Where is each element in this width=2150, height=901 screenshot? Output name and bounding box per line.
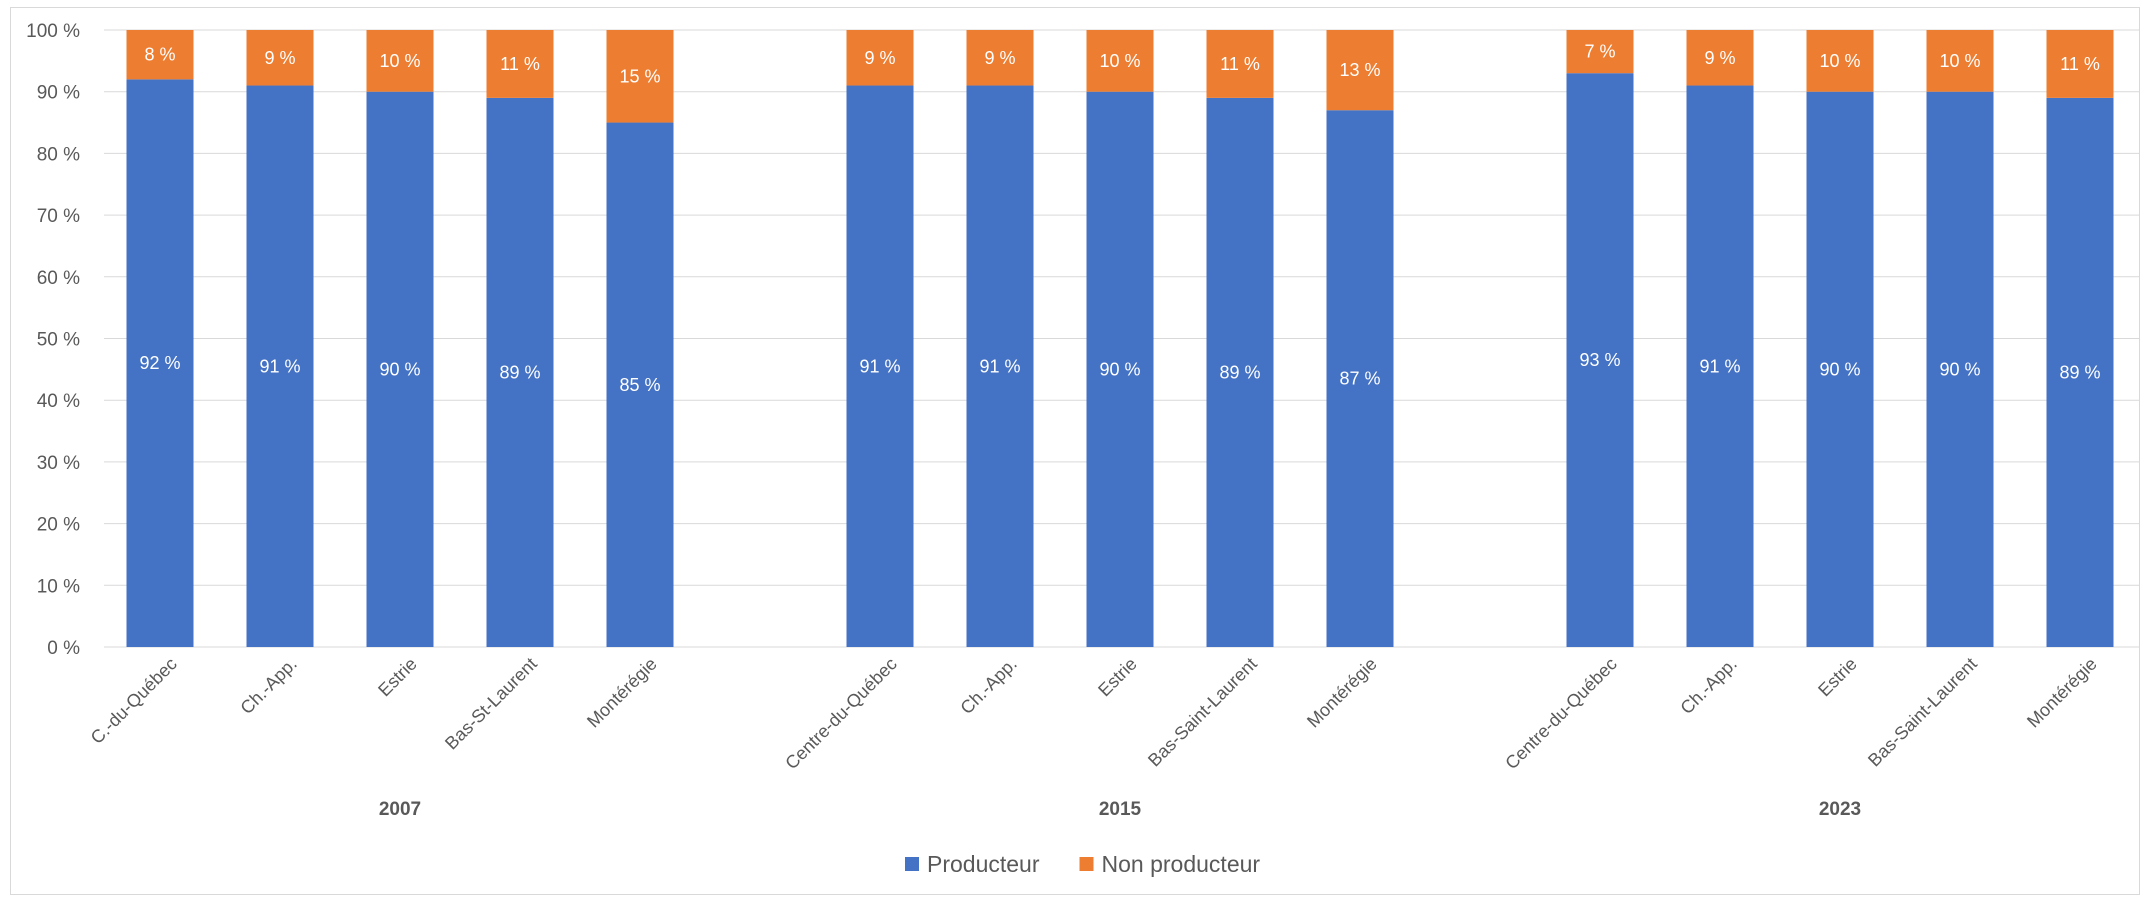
y-tick-label: 90 %	[37, 83, 80, 104]
bar-producteur	[366, 91, 434, 647]
data-label-producteur: 93 %	[1579, 350, 1620, 370]
bar-producteur	[1566, 73, 1634, 647]
x-category-label: Estrie	[1814, 654, 1861, 701]
bar-producteur	[486, 97, 554, 648]
bar-producteur	[1806, 91, 1874, 647]
y-tick-label: 10 %	[37, 576, 80, 597]
x-category-label: Estrie	[374, 654, 421, 701]
data-label-producteur: 90 %	[1099, 359, 1140, 379]
legend-swatch-non-producteur	[1079, 857, 1094, 871]
data-label-producteur: 91 %	[259, 356, 300, 376]
bar-non-producteur	[1926, 30, 1994, 92]
bar-producteur	[1206, 97, 1274, 648]
x-category-label: Centre-du-Québec	[781, 654, 901, 774]
bar-producteur	[966, 85, 1034, 647]
chart-area	[10, 7, 2140, 895]
x-category-label: Bas-Saint-Laurent	[1864, 654, 1981, 771]
data-label-producteur: 90 %	[1819, 359, 1860, 379]
data-label-producteur: 90 %	[1939, 359, 1980, 379]
bar-non-producteur	[2046, 30, 2114, 98]
bar-producteur	[1686, 85, 1754, 647]
bar-non-producteur	[1686, 30, 1754, 86]
data-label-non-producteur: 15 %	[619, 66, 660, 86]
bar-non-producteur	[606, 30, 674, 123]
x-category-label: C.-du-Québec	[87, 654, 181, 748]
x-category-label: Ch.-App.	[1676, 654, 1740, 718]
data-label-producteur: 91 %	[1699, 356, 1740, 376]
bar-producteur	[1086, 91, 1154, 647]
x-group-label: 2007	[379, 799, 421, 820]
legend-label-non-producteur: Non producteur	[1102, 851, 1261, 877]
data-label-non-producteur: 11 %	[500, 54, 540, 74]
legend-label-producteur: Producteur	[927, 851, 1040, 877]
y-tick-label: 80 %	[37, 144, 80, 165]
data-label-non-producteur: 11 %	[2060, 54, 2100, 74]
data-label-non-producteur: 9 %	[1704, 48, 1735, 68]
y-tick-label: 0 %	[47, 638, 80, 659]
data-label-non-producteur: 7 %	[1584, 42, 1615, 62]
bar-non-producteur	[366, 30, 434, 92]
bar-producteur	[1926, 91, 1994, 647]
x-group-label: 2015	[1099, 799, 1142, 820]
bar-non-producteur	[1566, 30, 1634, 74]
data-label-producteur: 85 %	[619, 375, 660, 395]
data-label-producteur: 91 %	[979, 356, 1020, 376]
x-category-label: Centre-du-Québec	[1501, 654, 1621, 774]
data-label-producteur: 90 %	[379, 359, 420, 379]
x-category-label: Montérégie	[1303, 654, 1381, 732]
x-category-label: Montérégie	[2023, 654, 2101, 732]
data-label-producteur: 89 %	[499, 362, 540, 382]
data-label-producteur: 91 %	[859, 356, 900, 376]
bar-producteur	[2046, 97, 2114, 648]
bar-non-producteur	[1086, 30, 1154, 92]
data-label-producteur: 87 %	[1339, 369, 1380, 389]
x-group-label: 2023	[1819, 799, 1861, 820]
y-tick-label: 40 %	[37, 391, 80, 412]
data-label-producteur: 89 %	[2059, 362, 2100, 382]
bar-producteur	[846, 85, 914, 647]
data-label-non-producteur: 9 %	[264, 48, 295, 68]
bar-non-producteur	[846, 30, 914, 86]
bar-non-producteur	[126, 30, 194, 80]
bar-non-producteur	[966, 30, 1034, 86]
data-label-non-producteur: 11 %	[1220, 54, 1260, 74]
data-label-producteur: 89 %	[1219, 362, 1260, 382]
bar-non-producteur	[246, 30, 314, 86]
data-label-non-producteur: 8 %	[144, 45, 175, 65]
x-category-label: Ch.-App.	[956, 654, 1020, 718]
bar-non-producteur	[1326, 30, 1394, 111]
y-tick-label: 100 %	[26, 21, 80, 42]
y-tick-label: 60 %	[37, 268, 80, 289]
data-label-non-producteur: 10 %	[379, 51, 420, 71]
bar-non-producteur	[1206, 30, 1274, 98]
y-tick-label: 50 %	[37, 330, 80, 351]
y-tick-label: 70 %	[37, 206, 80, 227]
x-category-label: Ch.-App.	[236, 654, 300, 718]
legend-swatch-producteur	[905, 857, 919, 871]
x-category-label: Estrie	[1094, 654, 1141, 701]
y-tick-label: 20 %	[37, 515, 80, 536]
data-label-non-producteur: 9 %	[984, 48, 1015, 68]
data-label-non-producteur: 13 %	[1339, 60, 1380, 80]
bar-producteur	[1326, 110, 1394, 647]
bar-non-producteur	[1806, 30, 1874, 92]
x-category-label: Montérégie	[583, 654, 661, 732]
data-label-non-producteur: 10 %	[1819, 51, 1860, 71]
bar-producteur	[126, 79, 194, 648]
x-category-label: Bas-St-Laurent	[441, 654, 541, 754]
data-label-non-producteur: 9 %	[864, 48, 895, 68]
bar-producteur	[246, 85, 314, 647]
data-label-non-producteur: 10 %	[1939, 51, 1980, 71]
bar-non-producteur	[486, 30, 554, 98]
data-label-non-producteur: 10 %	[1099, 51, 1140, 71]
x-category-label: Bas-Saint-Laurent	[1144, 654, 1261, 771]
y-tick-label: 30 %	[37, 453, 80, 474]
data-label-producteur: 92 %	[139, 353, 180, 373]
bar-producteur	[606, 122, 674, 648]
